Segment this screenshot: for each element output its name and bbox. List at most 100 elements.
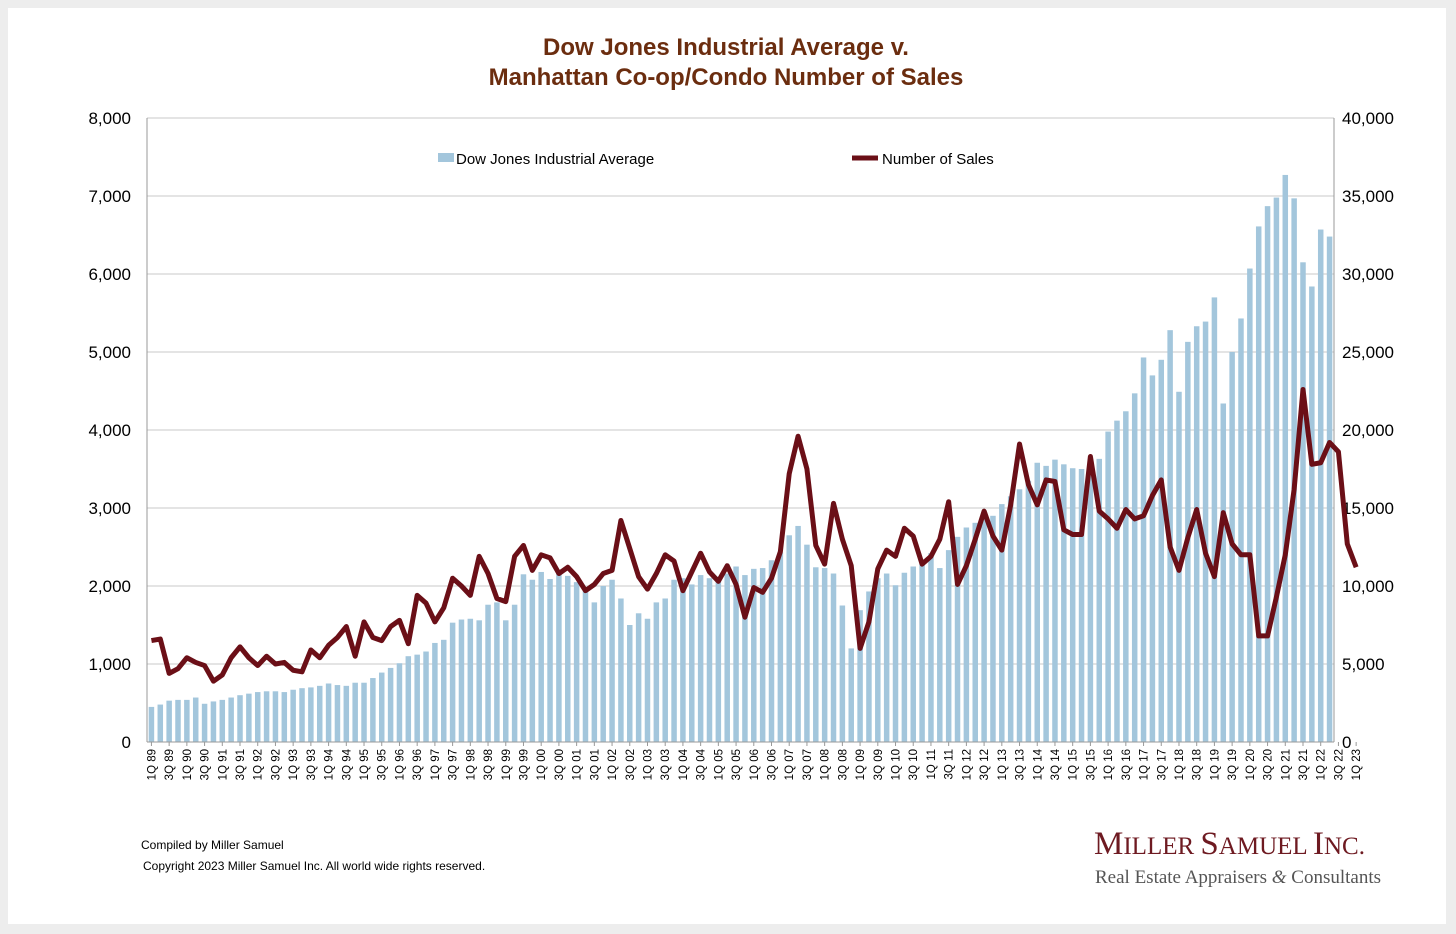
right-tick-label: 5,000: [1342, 655, 1385, 674]
left-tick-label: 6,000: [88, 265, 131, 284]
dow-jones-bar: [263, 691, 270, 742]
brand-tagline: Real Estate Appraisers & Consultants: [1095, 867, 1381, 888]
dow-jones-bar: [1247, 268, 1253, 742]
x-tick-label: 3Q 02: [625, 749, 637, 780]
dow-jones-bar: [857, 610, 863, 742]
x-tick-label: 1Q 08: [820, 749, 832, 780]
x-tick-label: 1Q 98: [465, 749, 477, 780]
dow-jones-bar: [635, 613, 642, 742]
x-tick-label: 1Q 05: [713, 749, 725, 780]
dow-jones-bar: [689, 584, 695, 742]
dow-jones-bar: [866, 591, 872, 742]
dow-jones-bar: [671, 579, 677, 742]
right-tick-label: 25,000: [1342, 343, 1394, 362]
dow-jones-bar: [662, 598, 668, 742]
dow-jones-bar: [1114, 420, 1120, 742]
dow-jones-bar: [538, 571, 544, 742]
dow-jones-bar: [1034, 462, 1040, 742]
x-tick-label: 1Q 20: [1245, 749, 1257, 780]
dow-jones-bar: [565, 575, 571, 742]
dow-jones-bar: [387, 667, 394, 742]
dow-jones-bar: [237, 695, 243, 742]
dow-jones-bar: [990, 515, 996, 742]
x-tick-label: 3Q 90: [200, 749, 212, 780]
dow-jones-bar: [485, 604, 491, 742]
x-tick-label: 3Q 97: [448, 749, 460, 780]
dow-jones-bar: [777, 552, 784, 742]
dow-jones-bar: [1052, 459, 1058, 742]
x-tick-label: 1Q 15: [1068, 749, 1080, 780]
dow-jones-bar: [697, 575, 704, 742]
x-tick-label: 1Q 18: [1174, 749, 1186, 780]
dow-jones-bar: [272, 691, 279, 742]
x-tick-label: 1Q 04: [678, 748, 690, 780]
x-tick-label: 3Q 17: [1156, 749, 1168, 780]
brand-logo: MILLER SAMUEL INC. Real Estate Appraiser…: [1094, 826, 1381, 888]
dow-jones-bar: [963, 527, 970, 742]
dow-jones-bar: [343, 685, 350, 742]
left-tick-label: 1,000: [88, 655, 131, 674]
right-tick-label: 0: [1342, 733, 1351, 752]
number-of-sales-line: [150, 386, 1359, 684]
x-tick-label: 3Q 96: [412, 749, 424, 780]
x-tick-label: 1Q 92: [253, 749, 265, 780]
dow-jones-bar: [246, 693, 252, 742]
right-tick-label: 30,000: [1342, 265, 1394, 284]
dow-jones-bar: [148, 706, 155, 742]
dow-jones-bar: [334, 685, 341, 742]
dow-jones-bar: [1193, 326, 1200, 742]
dow-jones-bar: [786, 535, 792, 742]
dow-jones-bar: [954, 536, 961, 742]
number-of-sales-line-group: [150, 386, 1359, 684]
dow-jones-bar: [600, 586, 606, 742]
dow-jones-bar: [937, 568, 943, 742]
dow-jones-bar: [901, 572, 908, 742]
dow-jones-bar: [892, 585, 899, 742]
x-tick-label: 3Q 01: [589, 749, 601, 780]
chart-frame: Dow Jones Industrial Average v. Manhatta…: [8, 8, 1446, 924]
x-tick-label: 3Q 18: [1192, 749, 1204, 780]
dow-jones-bar: [1255, 226, 1262, 743]
x-tick-label: 1Q 00: [536, 749, 548, 780]
x-tick-label: 1Q 03: [642, 749, 654, 780]
dow-jones-bar: [1273, 197, 1280, 742]
dow-jones-bar: [1317, 229, 1324, 743]
dow-jones-bar: [715, 576, 722, 742]
dow-jones-bar: [290, 689, 296, 742]
dow-jones-bar: [821, 568, 828, 742]
x-tick-label: 1Q 12: [961, 749, 973, 780]
x-tick-label: 1Q 13: [997, 749, 1009, 780]
x-tick-label: 1Q 02: [607, 749, 619, 780]
x-tick-label: 3Q 03: [660, 749, 672, 780]
x-tick-label: 3Q 94: [341, 748, 353, 780]
x-tick-label: 1Q 14: [1032, 748, 1044, 780]
dow-jones-bar: [1105, 431, 1111, 742]
x-tick-label: 1Q 17: [1139, 749, 1151, 780]
dow-jones-bar: [999, 504, 1005, 742]
x-tick-label: 1Q 94: [324, 748, 336, 780]
x-tick-label: 3Q 15: [1085, 749, 1097, 780]
dow-jones-bar: [396, 663, 403, 742]
x-tick-label: 3Q 09: [873, 749, 885, 780]
dow-jones-bar: [839, 605, 846, 742]
x-tick-label: 1Q 07: [784, 749, 796, 780]
left-y-axis: 0 1,000 2,000 3,000 4,000 5,000 6,000 7,000 8,00…: [88, 109, 148, 752]
dow-jones-bar: [928, 553, 934, 742]
dow-jones-bar: [618, 598, 624, 742]
x-tick-label: 1Q 22: [1316, 749, 1328, 780]
dow-jones-bar: [910, 566, 916, 742]
x-tick-label: 3Q 00: [554, 749, 566, 780]
dow-jones-bar: [352, 682, 358, 742]
dow-jones-bar: [1043, 465, 1049, 742]
dow-jones-bar: [192, 697, 199, 742]
dow-jones-bar: [848, 648, 854, 742]
x-tick-label: 3Q 20: [1263, 749, 1275, 780]
x-tick-label: 3Q 08: [837, 749, 849, 780]
dow-jones-bar: [432, 642, 438, 742]
legend: Dow Jones Industrial Average Number of S…: [438, 151, 994, 168]
x-tick-label: 3Q 12: [979, 749, 991, 780]
x-tick-label: 1Q 96: [394, 749, 406, 780]
x-tick-label: 3Q 10: [908, 749, 920, 780]
dow-jones-bar: [281, 692, 288, 742]
dow-jones-bar: [724, 573, 730, 742]
